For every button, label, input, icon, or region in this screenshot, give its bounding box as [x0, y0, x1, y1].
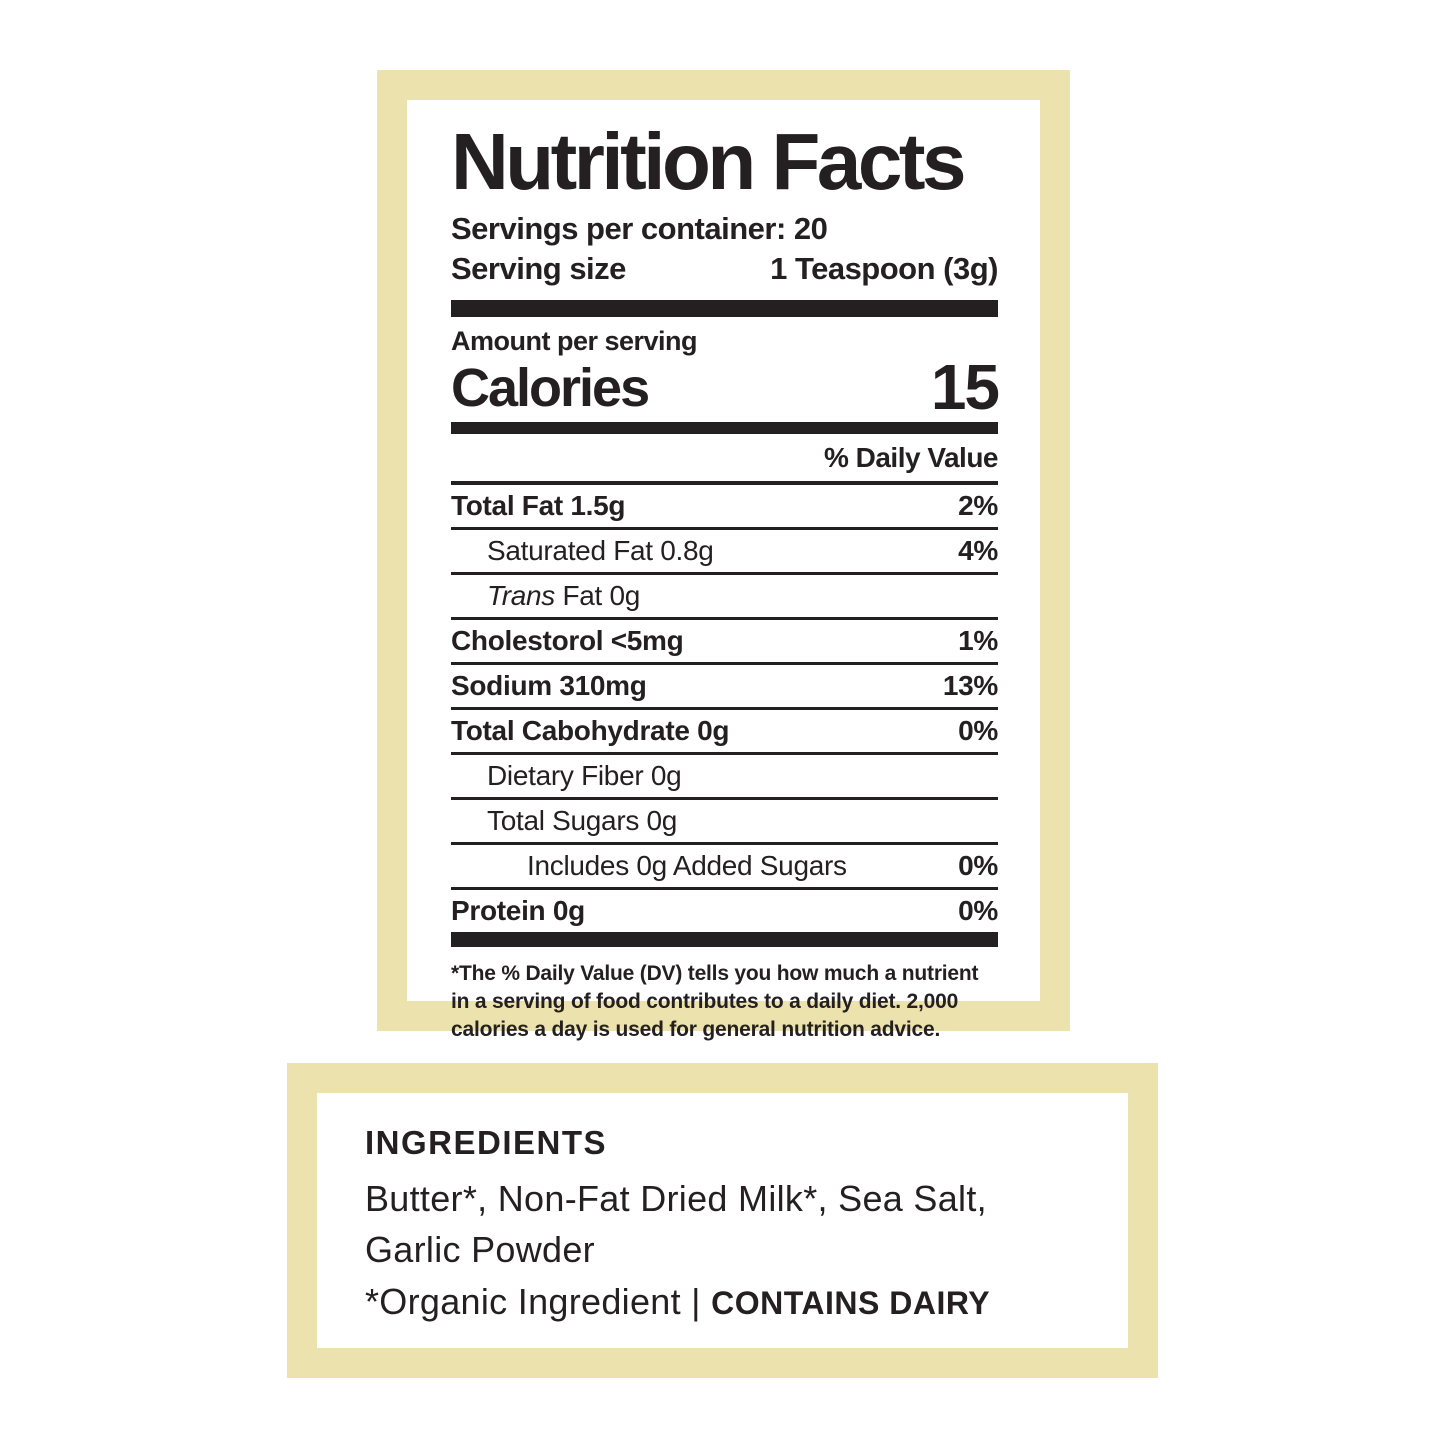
nutrient-daily-value: 0% [958, 715, 998, 747]
amount-per-serving-label: Amount per serving [451, 326, 698, 357]
nutrient-label: Dietary Fiber 0g [487, 760, 682, 792]
calories-row: Calories 15 [451, 351, 1000, 424]
nutrient-daily-value: 13% [942, 670, 998, 702]
ingredients-note: *Organic Ingredient | CONTAINS DAIRY [365, 1276, 1080, 1327]
nutrient-label: Total Fat 1.5g [451, 490, 626, 522]
organic-ingredient-note: *Organic Ingredient | [365, 1280, 712, 1322]
serving-size-row: Serving size 1 Teaspoon (3g) [451, 250, 998, 287]
nutrient-daily-value: 4% [958, 535, 998, 567]
nutrient-row-total-carbohydrate: Total Cabohydrate 0g 0% [451, 710, 998, 756]
serving-size-value: 1 Teaspoon (3g) [770, 251, 998, 287]
nutrient-label: Cholestorol <5mg [451, 625, 684, 657]
ingredients-panel: INGREDIENTS Butter*, Non-Fat Dried Milk*… [287, 1063, 1158, 1378]
nutrient-daily-value: 0% [958, 850, 998, 882]
ingredients-heading: INGREDIENTS [365, 1124, 608, 1161]
ingredients-card: INGREDIENTS Butter*, Non-Fat Dried Milk*… [317, 1093, 1128, 1348]
nutrition-facts-title: Nutrition Facts [451, 117, 966, 206]
calories-label: Calories [451, 358, 650, 419]
nutrient-row-total-fat: Total Fat 1.5g 2% [451, 485, 998, 531]
trans-rest: Fat 0g [555, 580, 641, 612]
divider-bottom-bar [451, 932, 998, 948]
contains-dairy-note: CONTAINS DAIRY [711, 1284, 991, 1321]
nutrient-row-added-sugars: Includes 0g Added Sugars 0% [451, 845, 998, 891]
nutrient-label: Protein 0g [451, 895, 585, 927]
nutrient-row-total-sugars: Total Sugars 0g [451, 800, 998, 846]
daily-value-header: % Daily Value [451, 434, 999, 486]
divider-medium-bar [451, 422, 998, 435]
daily-value-footnote: *The % Daily Value (DV) tells you how mu… [451, 962, 979, 1041]
nutrient-row-cholesterol: Cholestorol <5mg 1% [451, 620, 998, 666]
nutrient-label: Includes 0g Added Sugars [527, 850, 847, 882]
nutrition-facts-panel: Nutrition Facts Servings per container: … [377, 70, 1070, 1041]
nutrient-row-trans-fat: Trans Fat 0g [451, 575, 998, 621]
nutrient-daily-value: 1% [958, 625, 998, 657]
nutrient-daily-value: 0% [958, 895, 998, 927]
divider-thick-bar [451, 300, 998, 318]
nutrient-label: Sodium 310mg [451, 670, 647, 702]
nutrient-row-saturated-fat: Saturated Fat 0.8g 4% [451, 530, 998, 576]
nutrient-label: Saturated Fat 0.8g [487, 535, 714, 567]
ingredients-list: Butter*, Non-Fat Dried Milk*, Sea Salt, … [365, 1177, 987, 1271]
nutrient-row-dietary-fiber: Dietary Fiber 0g [451, 755, 998, 801]
trans-italic: Trans [487, 580, 555, 612]
nutrient-label: Total Sugars 0g [487, 805, 678, 837]
calories-value: 15 [930, 351, 1000, 424]
nutrition-facts-card: Nutrition Facts Servings per container: … [407, 100, 1040, 1041]
nutrient-row-sodium: Sodium 310mg 13% [451, 665, 998, 711]
nutrient-label: Total Cabohydrate 0g [451, 715, 730, 747]
serving-size-label: Serving size [451, 251, 626, 287]
servings-per-container: Servings per container: 20 [451, 211, 828, 246]
nutrient-label: Trans Fat 0g [451, 581, 640, 611]
nutrient-row-protein: Protein 0g 0% [451, 890, 998, 932]
nutrient-daily-value: 2% [958, 490, 998, 522]
